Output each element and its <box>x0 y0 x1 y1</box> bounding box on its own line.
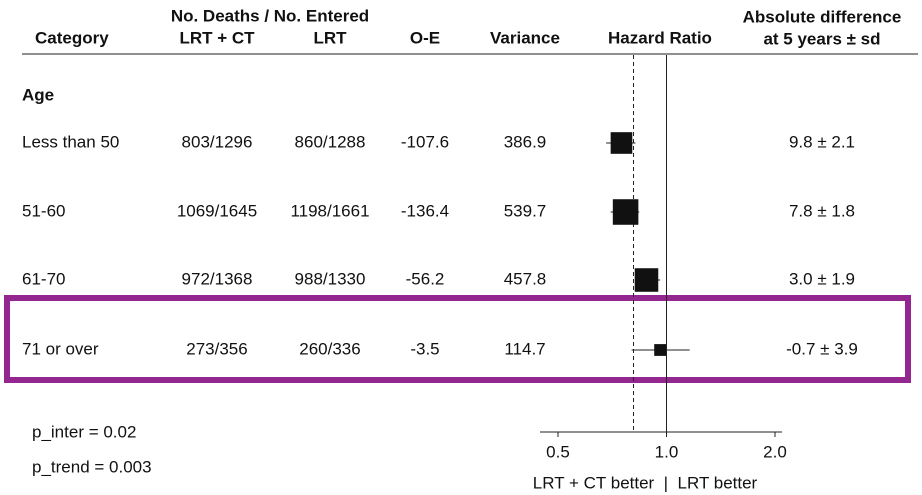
header-category: Category <box>35 28 109 47</box>
row-arm2: 988/1330 <box>295 269 366 288</box>
header-span: No. Deaths / No. Entered <box>171 6 369 25</box>
row-arm1: 273/356 <box>186 339 247 358</box>
hr-box <box>654 344 667 356</box>
axis-footer: LRT + CT better | LRT better <box>533 473 758 492</box>
row-arm2: 260/336 <box>299 339 360 358</box>
row-variance: 457.8 <box>504 269 547 288</box>
note: p_inter = 0.02 <box>32 422 136 441</box>
group-label: Age <box>22 85 54 104</box>
row-variance: 539.7 <box>504 201 547 220</box>
x-tick-label: 0.5 <box>546 442 570 461</box>
row-oe: -56.2 <box>406 269 445 288</box>
row-arm2: 860/1288 <box>295 132 366 151</box>
row-arm1: 972/1368 <box>182 269 253 288</box>
header-diff: at 5 years ± sd <box>763 29 880 48</box>
hr-box <box>610 132 633 154</box>
header-oe: O-E <box>410 28 440 47</box>
row-category: 61-70 <box>22 269 65 288</box>
hr-box <box>612 199 639 225</box>
row-oe: -136.4 <box>401 201 449 220</box>
row-category: 51-60 <box>22 201 65 220</box>
x-tick-label: 2.0 <box>763 442 787 461</box>
header-arm2: LRT <box>313 28 347 47</box>
header-variance: Variance <box>490 28 560 47</box>
row-diff: 9.8 ± 2.1 <box>789 132 855 151</box>
row-category: 71 or over <box>22 339 99 358</box>
row-diff: 7.8 ± 1.8 <box>789 201 855 220</box>
row-arm1: 1069/1645 <box>177 201 257 220</box>
row-variance: 114.7 <box>504 339 545 358</box>
row-variance: 386.9 <box>504 132 547 151</box>
header-hr: Hazard Ratio <box>608 28 712 47</box>
x-tick-label: 1.0 <box>655 442 679 461</box>
row-oe: -3.5 <box>410 339 439 358</box>
row-arm1: 803/1296 <box>182 132 253 151</box>
highlight-box <box>4 295 911 383</box>
row-arm2: 1198/1661 <box>290 201 369 220</box>
header-arm1: LRT + CT <box>179 28 255 47</box>
hr-box <box>634 268 659 292</box>
row-category: Less than 50 <box>22 132 119 151</box>
note: p_trend = 0.003 <box>32 457 152 476</box>
row-diff: -0.7 ± 3.9 <box>786 339 858 358</box>
row-oe: -107.6 <box>401 132 449 151</box>
header-diff: Absolute difference <box>743 7 902 26</box>
row-diff: 3.0 ± 1.9 <box>789 269 855 288</box>
